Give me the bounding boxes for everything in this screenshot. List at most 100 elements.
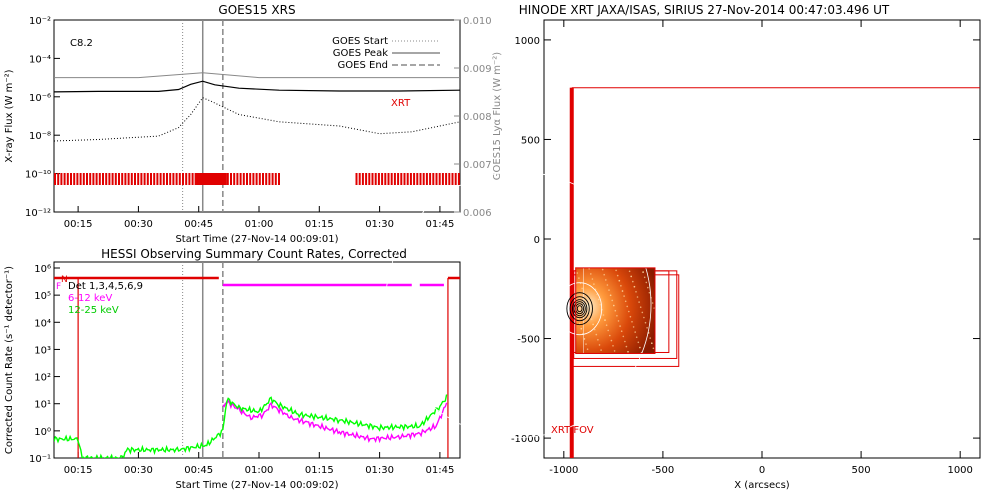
xrt-observation-tick <box>182 173 184 185</box>
xrt-frame <box>543 19 981 459</box>
xrt-observation-tick <box>377 173 380 185</box>
xrt-image-speckle <box>622 335 625 338</box>
xrt-y-tick-label: -500 <box>517 335 540 346</box>
xrt-image-speckle <box>644 321 647 324</box>
series-12-25kev-line <box>54 394 448 458</box>
xrt-image-speckle <box>647 286 649 289</box>
xrt-observation-tick <box>137 173 140 185</box>
xrt-image-speckle <box>635 336 638 339</box>
xrt-observation-tick <box>233 173 236 185</box>
xrt-image-speckle <box>609 334 611 337</box>
xrt-observation-tick <box>185 173 188 185</box>
goes-y2-ticks: 0.010 0.009 0.008 0.007 0.006 <box>454 16 492 219</box>
hessi-x-tick-label: 01:45 <box>425 465 454 476</box>
hessi-y-tick-label: 10⁰ <box>34 427 51 438</box>
xrt-image-speckle <box>619 325 621 327</box>
xrt-image-speckle <box>597 298 600 301</box>
hessi-legend: Det 1,3,4,5,6,9 6-12 keV 12-25 keV <box>68 281 143 316</box>
xrt-observation-tick <box>441 173 444 185</box>
xrt-image-speckle <box>628 310 630 313</box>
xrt-image-speckle <box>605 324 608 327</box>
goes-x-tick-label: 00:15 <box>64 219 93 230</box>
goes-lya-line <box>54 72 460 79</box>
xrt-axis-ticks: -1000 -500 0 500 1000 1000 500 0 -500 -1000 <box>511 20 980 476</box>
xrt-observation-tick <box>242 173 245 185</box>
xrt-observation-tick <box>249 173 252 185</box>
xrt-image-speckle <box>643 276 646 279</box>
solar-limb-arc <box>385 171 652 438</box>
hessi-y-tick-label: 10² <box>34 373 51 384</box>
goes-xlabel: Start Time (27-Nov-14 00:09:01) <box>175 234 338 245</box>
xrt-observation-tick <box>54 173 56 185</box>
xrt-sun-image <box>385 171 680 438</box>
xrt-image-speckle <box>626 305 628 308</box>
xrt-x-tick-label: 0 <box>759 465 765 476</box>
xrt-observation-tick <box>70 173 72 185</box>
legend-12-25kev: 12-25 keV <box>68 305 119 316</box>
goes-y-tick-label: 10⁻⁶ <box>29 93 51 104</box>
xrt-observation-tick <box>230 173 232 185</box>
hessi-y-tick-label: 10⁶ <box>34 264 51 275</box>
flare-region-circle <box>557 282 603 336</box>
xrt-observation-tick <box>390 173 393 185</box>
xrt-observation-tick <box>274 173 277 185</box>
xrt-image-speckle <box>639 346 641 349</box>
xrt-observation-tick <box>435 173 438 185</box>
xrt-observation-tick <box>162 173 165 185</box>
xrt-observation-tick <box>419 173 422 185</box>
xrt-image-speckle <box>632 326 635 328</box>
xrt-observation-tick <box>451 173 454 185</box>
xrt-observation-tick <box>98 173 101 185</box>
goes-x-tick-label: 01:15 <box>305 219 334 230</box>
xrt-observation-tick <box>140 173 143 185</box>
goes-ylabel: X-ray Flux (W m⁻²) <box>4 69 15 162</box>
xrt-observation-tick <box>252 173 255 185</box>
xrt-image-speckle <box>638 301 640 303</box>
xrt-observation-tick <box>79 173 82 185</box>
xrt-observation-tick <box>102 173 104 185</box>
xrt-observation-tick <box>374 173 377 185</box>
hessi-time-markers <box>182 262 224 458</box>
xrt-image-speckle <box>620 285 622 287</box>
xrt-observation-tick <box>400 173 403 185</box>
legend-goes-peak: GOES Peak <box>333 48 388 59</box>
xrt-image-speckle <box>603 273 605 276</box>
hessi-x-tick-label: 00:30 <box>124 465 153 476</box>
xrt-fov-label: XRT FOV <box>551 425 594 436</box>
goes-y-tick-label: 10⁻¹² <box>25 208 51 219</box>
xrt-observation-tick <box>57 173 60 185</box>
xrt-y-tick-label: 1000 <box>515 36 540 47</box>
xrt-observation-tick <box>175 173 178 185</box>
xrt-observation-tick <box>66 173 69 185</box>
xrt-observation-tick <box>258 173 261 185</box>
xrt-observation-tick <box>445 173 448 185</box>
hessi-x-tick-label: 01:00 <box>245 465 274 476</box>
hessi-y-tick-label: 10⁵ <box>34 291 51 302</box>
xrt-image-speckle <box>599 303 602 306</box>
xrt-image-speckle <box>601 268 604 271</box>
xrt-image-speckle <box>617 320 620 322</box>
goes-y-tick-label: 10⁻¹⁰ <box>25 170 51 181</box>
xrt-observation-tick <box>397 173 400 185</box>
xrt-image-speckle <box>611 299 613 302</box>
xrt-observation-dense <box>194 173 227 185</box>
xrt-image-speckle <box>610 339 613 342</box>
xrt-observation-tick <box>118 173 120 185</box>
xrt-image-speckle <box>585 343 587 345</box>
hessi-x-tick-label: 01:15 <box>305 465 334 476</box>
xrt-x-tick-label: 1000 <box>947 465 972 476</box>
hessi-panel: HESSI Observing Summary Count Rates, Cor… <box>4 247 461 491</box>
xrt-image-speckle <box>628 270 631 273</box>
hessi-y-tick-label: 10⁻¹ <box>29 454 51 465</box>
xrt-observation-tick <box>124 173 127 185</box>
xrt-image-speckle <box>646 327 648 329</box>
xrt-observation-tick <box>172 173 175 185</box>
xrt-observation-tick <box>95 173 98 185</box>
xrt-title: HINODE XRT JAXA/ISAS, SIRIUS 27-Nov-2014… <box>519 3 890 17</box>
xrt-image-speckle <box>605 279 607 281</box>
hessi-y-ticks: 10⁶ 10⁵ 10⁴ 10³ 10² 10¹ 10⁰ 10⁻¹ <box>29 264 60 465</box>
xrt-image-speckle <box>652 347 655 350</box>
xrt-observation-tick <box>111 173 114 185</box>
flag-f-label: F <box>56 282 61 292</box>
